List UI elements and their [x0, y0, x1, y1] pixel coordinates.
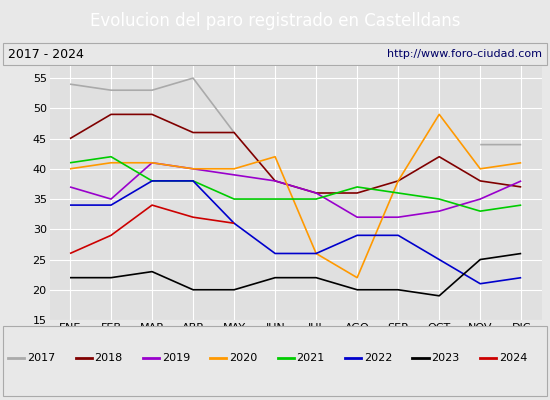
- FancyBboxPatch shape: [3, 43, 547, 65]
- FancyBboxPatch shape: [3, 326, 547, 396]
- Text: 2021: 2021: [296, 354, 325, 363]
- Text: 2019: 2019: [162, 354, 190, 363]
- Text: 2018: 2018: [95, 354, 123, 363]
- Text: 2022: 2022: [364, 354, 392, 363]
- Text: 2017: 2017: [27, 354, 56, 363]
- Text: http://www.foro-ciudad.com: http://www.foro-ciudad.com: [387, 49, 542, 59]
- Text: Evolucion del paro registrado en Castelldans: Evolucion del paro registrado en Castell…: [90, 12, 460, 30]
- Text: 2020: 2020: [229, 354, 257, 363]
- Text: 2023: 2023: [431, 354, 460, 363]
- Text: 2017 - 2024: 2017 - 2024: [8, 48, 84, 60]
- Text: 2024: 2024: [499, 354, 527, 363]
